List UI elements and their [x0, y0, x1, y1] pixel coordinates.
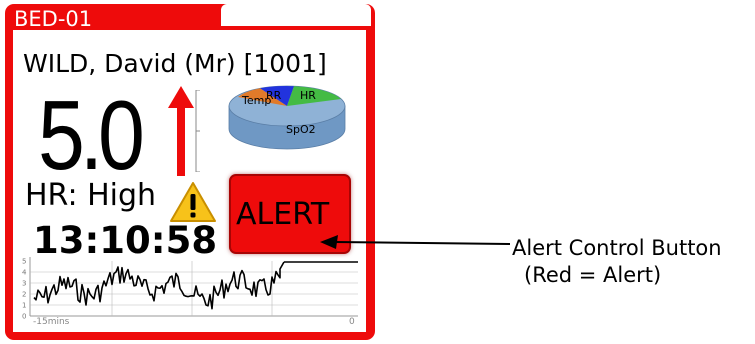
early-warning-score: 5.0	[38, 80, 145, 190]
hr-trend-graph: 5 4 3 2 1 0	[22, 257, 358, 319]
patient-name: WILD, David (Mr) [1001]	[23, 49, 327, 78]
pie-slice-temp	[238, 88, 287, 106]
trend-y-tick-label: 1	[22, 302, 26, 310]
callout-sublabel: (Red = Alert)	[524, 263, 662, 287]
trend-y-tick-label: 5	[22, 258, 26, 266]
pie-label-rr: RR	[266, 89, 282, 102]
alert-button-label: ALERT	[236, 197, 330, 232]
pie-label-temp: Temp	[241, 94, 271, 107]
scale-bracket	[195, 90, 200, 172]
trend-y-tick-label: 2	[22, 291, 26, 299]
trend-y-tick-label: 3	[22, 280, 26, 288]
parameter-status: HR: High	[25, 178, 157, 213]
arrow-up-icon	[168, 86, 194, 176]
pie-slice-hr	[287, 86, 341, 106]
tile-tab-notch	[221, 4, 371, 26]
pie-slice-rr	[260, 86, 294, 106]
hr-trend-line	[33, 261, 285, 310]
trend-y-tick-label: 4	[22, 269, 27, 277]
vitals-pie-chart: RR HR Temp SpO2	[228, 85, 346, 150]
clock-time: 13:10:58	[33, 219, 218, 262]
callout-arrow	[320, 235, 511, 249]
bed-label: BED-01	[14, 7, 93, 31]
trend-axis-end: 0	[349, 317, 355, 327]
pie-label-hr: HR	[300, 89, 316, 102]
trend-axis-start: -15mins	[33, 317, 70, 327]
trend-y-tick-label: 0	[22, 313, 26, 320]
warning-triangle-icon	[170, 182, 216, 222]
callout-label: Alert Control Button	[512, 236, 722, 260]
pie-label-spo2: SpO2	[286, 123, 316, 136]
